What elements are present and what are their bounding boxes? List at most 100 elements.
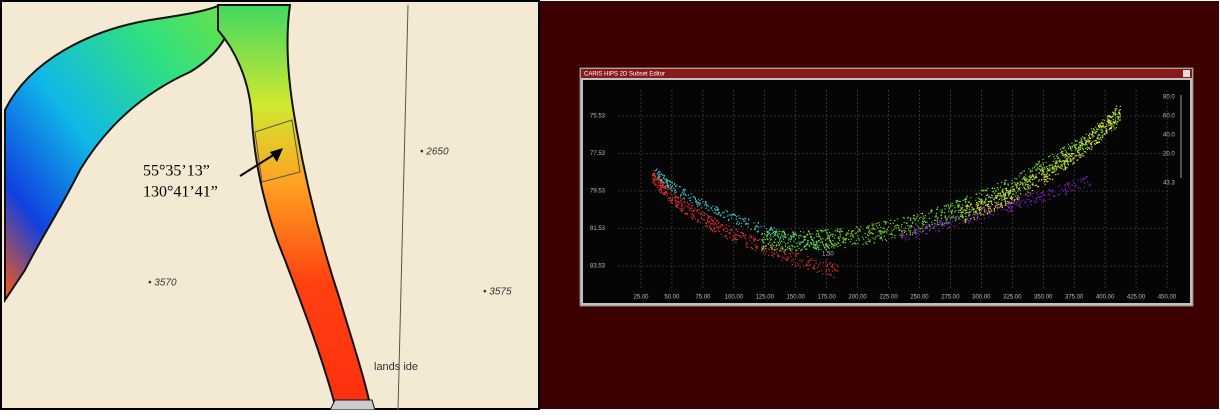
sounding-point xyxy=(862,237,863,238)
sounding-point xyxy=(1012,206,1013,207)
x-tick-label: 375.00 xyxy=(1065,295,1084,301)
sounding-point xyxy=(834,238,835,239)
sounding-point xyxy=(833,247,834,248)
sounding-point xyxy=(1080,188,1081,189)
sounding-point xyxy=(804,246,805,247)
sounding-point xyxy=(778,242,779,243)
sounding-point xyxy=(799,260,800,261)
sounding-point xyxy=(874,229,875,230)
sounding-point xyxy=(792,231,793,232)
sounding-point xyxy=(1081,143,1082,144)
sounding-point xyxy=(1071,150,1072,151)
sounding-point xyxy=(1097,135,1098,136)
sounding-point xyxy=(1114,111,1115,112)
sounding-point xyxy=(832,240,833,241)
sounding-point xyxy=(1031,200,1032,201)
sounding-point xyxy=(865,242,866,243)
sounding-point xyxy=(1025,201,1026,202)
sounding-point xyxy=(1101,139,1102,140)
sounding-point xyxy=(1082,136,1083,137)
sounding-point xyxy=(966,199,967,200)
sounding-point xyxy=(951,216,952,217)
sounding-point xyxy=(912,223,913,224)
sounding-point xyxy=(1098,138,1099,139)
sounding-point xyxy=(875,223,876,224)
sounding-point xyxy=(960,201,961,202)
sounding-point xyxy=(768,234,769,235)
sounding-point xyxy=(1030,192,1031,193)
sounding-point xyxy=(764,249,765,250)
sounding-point xyxy=(816,242,817,243)
sounding-point xyxy=(766,251,767,252)
sounding-point xyxy=(820,262,821,263)
sounding-point xyxy=(837,266,838,267)
sounding-point xyxy=(706,204,707,205)
sounding-point xyxy=(659,185,660,186)
sounding-point xyxy=(1109,116,1110,117)
sounding-point xyxy=(1043,162,1044,163)
sounding-point xyxy=(1030,171,1031,172)
sounding-point xyxy=(1066,151,1067,152)
sounding-point xyxy=(684,202,685,203)
sounding-point xyxy=(1042,170,1043,171)
sounding-point xyxy=(829,238,830,239)
sounding-point xyxy=(1077,151,1078,152)
sounding-point xyxy=(982,200,983,201)
sounding-point xyxy=(774,235,775,236)
sounding-point xyxy=(1096,128,1097,129)
sounding-point xyxy=(663,185,664,186)
sounding-point xyxy=(714,227,715,228)
sounding-point xyxy=(1067,160,1068,161)
sounding-point xyxy=(989,196,990,197)
sounding-point xyxy=(1004,188,1005,189)
sounding-point xyxy=(1059,161,1060,162)
sounding-point xyxy=(1115,117,1116,118)
sounding-point xyxy=(1014,202,1015,203)
sounding-point xyxy=(1103,123,1104,124)
sounding-point xyxy=(1091,128,1092,129)
close-button[interactable] xyxy=(1183,70,1190,77)
sounding-point xyxy=(829,240,830,241)
sounding-point xyxy=(663,184,664,185)
sounding-point xyxy=(894,237,895,238)
sounding-point xyxy=(1005,205,1006,206)
sounding-point xyxy=(773,253,774,254)
sounding-point xyxy=(1035,174,1036,175)
sounding-point xyxy=(966,210,967,211)
sounding-point xyxy=(1083,149,1084,150)
sounding-point xyxy=(661,190,662,191)
sounding-point xyxy=(750,235,751,236)
sounding-point xyxy=(1053,196,1054,197)
sounding-point xyxy=(712,230,713,231)
sounding-point xyxy=(975,213,976,214)
sounding-point xyxy=(697,204,698,205)
sounding-point xyxy=(941,215,942,216)
sounding-point xyxy=(827,233,828,234)
sounding-point xyxy=(662,181,663,182)
sounding-point xyxy=(778,245,779,246)
sounding-point xyxy=(852,243,853,244)
sounding-point xyxy=(1065,190,1066,191)
sounding-point xyxy=(951,211,952,212)
sounding-point xyxy=(674,183,675,184)
sounding-point xyxy=(968,222,969,223)
sounding-point xyxy=(938,224,939,225)
sounding-point xyxy=(1041,196,1042,197)
sounding-point xyxy=(675,198,676,199)
sounding-point xyxy=(1082,145,1083,146)
sounding-point xyxy=(1005,203,1006,204)
sounding-point xyxy=(685,189,686,190)
sounding-point xyxy=(784,241,785,242)
sounding-point xyxy=(1108,123,1109,124)
sounding-point xyxy=(1120,114,1121,115)
sounding-point xyxy=(1116,108,1117,109)
sounding-point xyxy=(1095,132,1096,133)
sounding-point xyxy=(1094,143,1095,144)
x-tick-label: 325.00 xyxy=(1003,295,1022,301)
sounding-point xyxy=(1067,162,1068,163)
sounding-point xyxy=(652,177,653,178)
sounding-point xyxy=(877,235,878,236)
sounding-point xyxy=(1046,181,1047,182)
sounding-point xyxy=(745,218,746,219)
sounding-point xyxy=(749,240,750,241)
